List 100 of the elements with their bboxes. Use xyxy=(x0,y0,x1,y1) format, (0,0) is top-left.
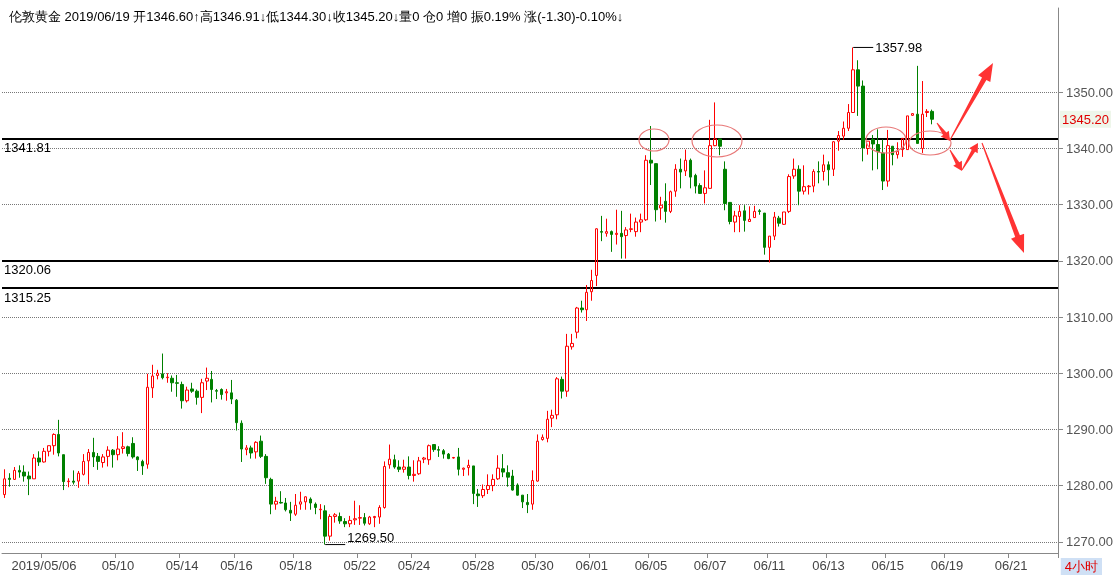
candlestick xyxy=(679,158,682,189)
ref-line-label: 1341.81 xyxy=(4,140,51,156)
candlestick xyxy=(412,459,416,483)
candlestick xyxy=(57,419,60,457)
x-tick-label: 05/30 xyxy=(521,558,554,573)
y-tick-label: 1350.00 xyxy=(1066,84,1113,100)
candlestick xyxy=(388,444,391,470)
candlestick xyxy=(210,370,213,403)
candlestick xyxy=(575,306,579,339)
candlestick xyxy=(743,204,746,233)
candlestick xyxy=(215,388,218,400)
candlestick xyxy=(797,164,801,206)
y-tick-label: 1320.00 xyxy=(1066,253,1113,269)
candlestick xyxy=(185,386,189,403)
candlestick xyxy=(925,108,929,118)
candlestick xyxy=(550,409,554,428)
candlestick xyxy=(620,210,623,260)
candlestick xyxy=(896,141,899,160)
candlestick xyxy=(921,80,924,154)
candlestick xyxy=(161,353,164,380)
x-tick-label: 06/05 xyxy=(634,558,668,573)
candlestick xyxy=(911,112,914,117)
candlestick xyxy=(37,450,41,467)
candlestick xyxy=(141,459,144,476)
candlestick xyxy=(299,491,302,511)
candlestick xyxy=(664,182,667,224)
candlestick xyxy=(314,501,317,515)
y-tick-label: 1340.00 xyxy=(1066,140,1113,156)
candlestick xyxy=(748,205,751,223)
candlestick xyxy=(289,501,292,522)
candlestick xyxy=(166,372,169,384)
candlestick xyxy=(3,468,6,499)
candlestick xyxy=(777,215,781,228)
text: 4小时 xyxy=(1064,559,1098,574)
candlestick xyxy=(82,453,85,476)
annotation: 1269.50 xyxy=(347,530,395,546)
candlestick xyxy=(235,398,238,432)
candlestick xyxy=(580,300,584,314)
candlestick xyxy=(832,140,835,177)
candlestick xyxy=(151,364,154,399)
y-tick-label: 1330.00 xyxy=(1066,197,1113,213)
annotation: 1357.98 xyxy=(875,39,923,55)
candlestick xyxy=(916,65,919,144)
y-tick-label: 1310.00 xyxy=(1066,309,1113,325)
y-tick-label: 1270.00 xyxy=(1066,534,1113,550)
candlestick xyxy=(684,149,687,177)
candlestick xyxy=(240,419,243,463)
candlestick xyxy=(309,496,312,511)
candlestick xyxy=(526,493,529,514)
candlestick xyxy=(225,388,228,402)
candlestick xyxy=(368,515,371,526)
candlestick xyxy=(72,469,75,485)
candlestick xyxy=(837,130,840,152)
candlestick xyxy=(718,138,722,156)
candlestick xyxy=(595,227,598,287)
candlestick xyxy=(842,120,845,141)
x-tick-label: 06/15 xyxy=(871,558,905,573)
candlestick xyxy=(669,190,672,214)
candlestick xyxy=(323,504,327,546)
candlestick xyxy=(521,494,524,509)
candlestick xyxy=(230,379,233,405)
candlestick xyxy=(822,154,825,181)
x-tick-label: 05/16 xyxy=(220,558,253,573)
candlestick xyxy=(397,459,401,473)
candlestick xyxy=(294,493,297,517)
candlestick xyxy=(768,235,771,264)
candlestick xyxy=(467,459,470,476)
candlestick xyxy=(407,455,411,480)
candlestick xyxy=(901,137,904,158)
candlestick xyxy=(906,115,909,151)
candlestick xyxy=(269,477,273,515)
candlestick xyxy=(402,459,406,474)
x-tick-label: 05/28 xyxy=(461,558,495,573)
candlestick xyxy=(930,109,934,125)
candlestick xyxy=(457,447,460,476)
x-tick-label: 06/21 xyxy=(994,558,1028,573)
ref-line-label: 1320.06 xyxy=(4,262,51,278)
candlestick xyxy=(516,482,519,497)
x-tick-label: 06/11 xyxy=(753,558,786,573)
candlestick xyxy=(373,515,376,528)
candlestick xyxy=(541,433,544,442)
candlestick xyxy=(881,138,885,191)
x-tick-label: 05/10 xyxy=(101,558,135,573)
candlestick xyxy=(274,496,278,511)
candlestick xyxy=(817,160,820,184)
candlestick xyxy=(205,367,209,391)
chart-title: 伦敦黄金 2019/06/19 开1346.60↑高1346.91↓低1344.30↓收1345.20↓量0 仓0 增0 振0.19% 涨(-1.30)-0.10%↓ xyxy=(9,9,624,24)
candlestick xyxy=(67,477,70,488)
text: 1345.20 xyxy=(1062,111,1109,127)
candlestick xyxy=(32,453,36,480)
ref-line-label: 1315.25 xyxy=(4,289,51,305)
x-tick-label: 05/18 xyxy=(279,558,312,573)
candlestick xyxy=(605,218,608,238)
candlestick xyxy=(536,433,539,483)
candlestick xyxy=(689,158,692,189)
candlestick xyxy=(220,387,223,401)
candlestick xyxy=(146,373,149,470)
candlestick xyxy=(560,376,564,399)
candlestick xyxy=(753,205,756,219)
candlestick xyxy=(590,269,593,302)
